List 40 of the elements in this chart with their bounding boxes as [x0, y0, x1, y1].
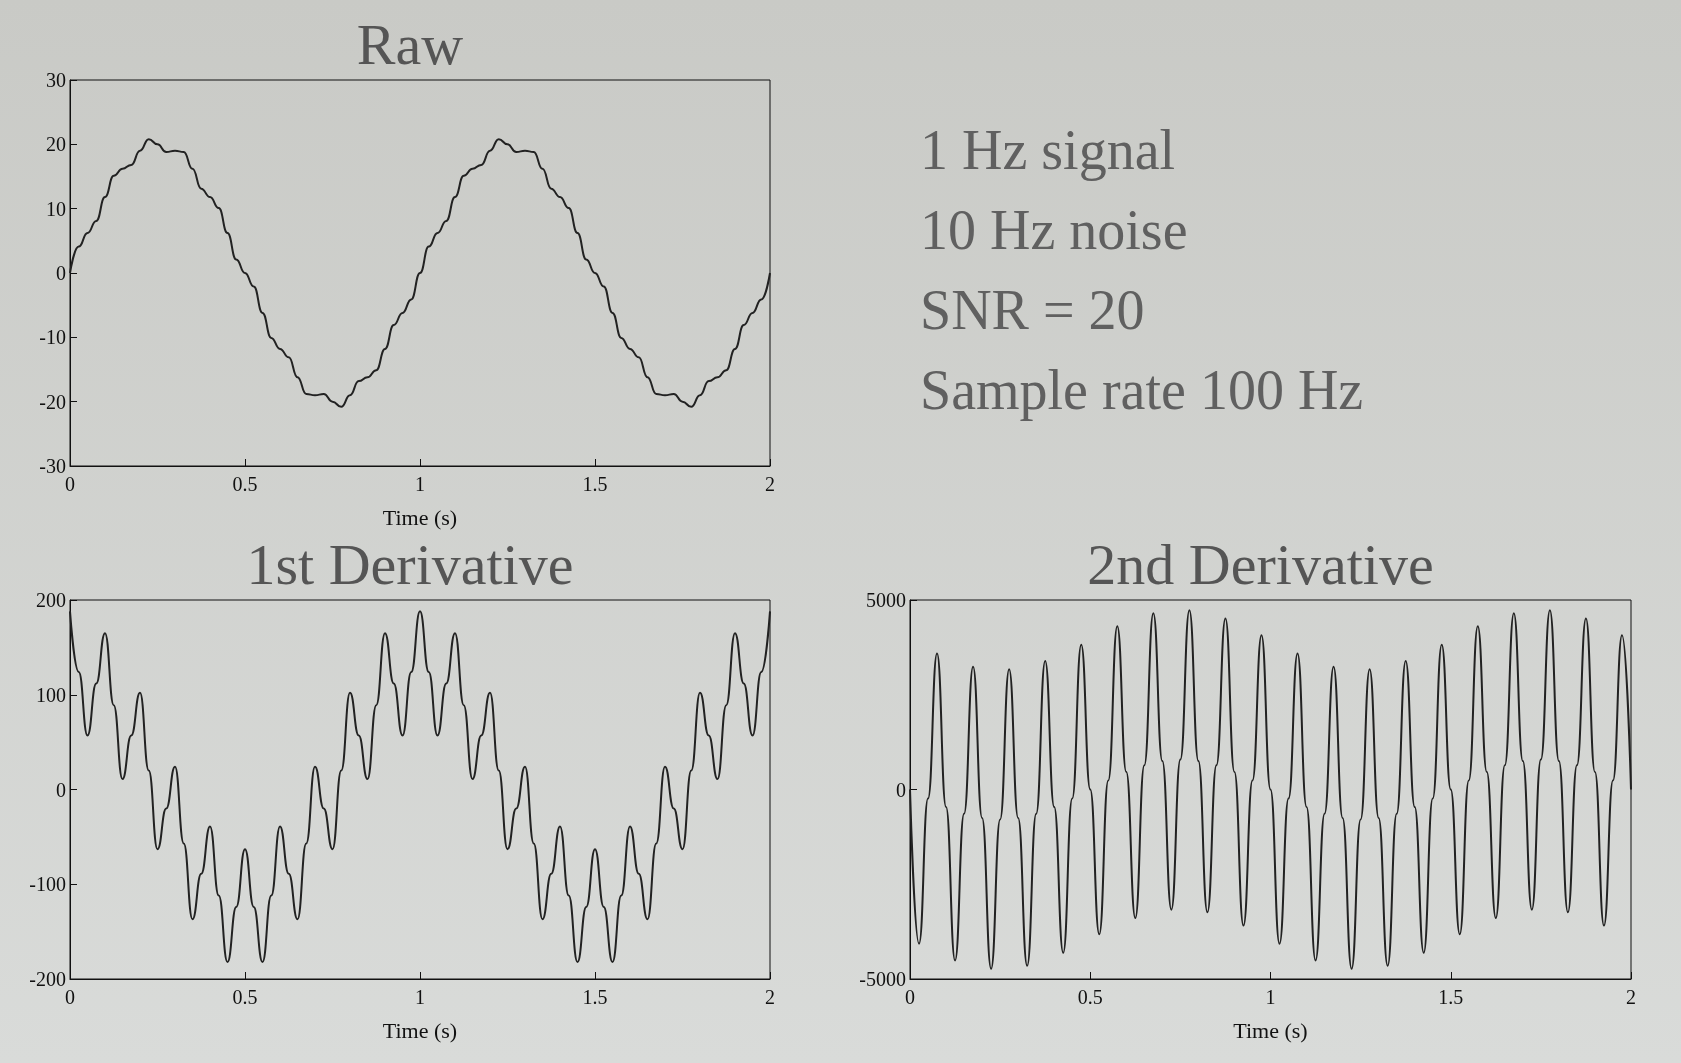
line-series [909, 609, 1632, 970]
x-tick-label: 0.5 [1077, 986, 1103, 1008]
x-tick-label: 1.5 [1438, 986, 1464, 1008]
y-tick-label: -30 [39, 455, 66, 477]
x-tick-label: 1 [415, 986, 425, 1008]
chart-title: Raw [356, 11, 464, 77]
x-tick-label: 1 [1265, 986, 1276, 1008]
y-tick-label: -10 [39, 326, 66, 349]
text: 1 Hz signal [920, 118, 1177, 183]
text: 10 Hz noise [920, 198, 1189, 263]
y-tick-label: -100 [29, 873, 66, 896]
x-axis-title: Time (s) [382, 504, 458, 530]
y-tick-label: 20 [46, 133, 66, 156]
chart-title: 2nd Derivative [1087, 531, 1434, 597]
y-tick-label: 5000 [866, 589, 906, 611]
x-tick-label: 2 [765, 986, 775, 1008]
y-tick-label: -5000 [859, 968, 906, 990]
x-tick-label: 1.5 [582, 473, 608, 495]
x-tick-label: 2 [765, 473, 775, 495]
text: SNR = 20 [920, 278, 1146, 343]
x-tick-label: 2 [1626, 986, 1636, 1008]
y-tick-label: 100 [36, 683, 66, 706]
x-tick-label: 1.5 [582, 986, 608, 1008]
x-tick-label: 1 [415, 473, 425, 495]
text: Sample rate 100 Hz [920, 358, 1365, 423]
y-tick-label: 0 [56, 262, 66, 284]
line-series [69, 138, 771, 408]
y-tick-label: -20 [39, 390, 66, 413]
y-tick-label: -200 [29, 968, 66, 990]
x-tick-label: 0.5 [232, 986, 258, 1008]
line-series [69, 610, 771, 963]
x-axis-title: Time (s) [1233, 1017, 1308, 1043]
y-tick-label: 0 [56, 778, 66, 801]
y-tick-label: 200 [36, 589, 66, 611]
y-tick-label: 30 [46, 69, 66, 91]
chart-title: 1st Derivative [246, 531, 574, 597]
y-tick-label: 0 [896, 778, 906, 801]
x-axis-title: Time (s) [382, 1017, 458, 1043]
y-tick-label: 10 [46, 197, 66, 220]
x-tick-label: 0.5 [232, 473, 258, 495]
